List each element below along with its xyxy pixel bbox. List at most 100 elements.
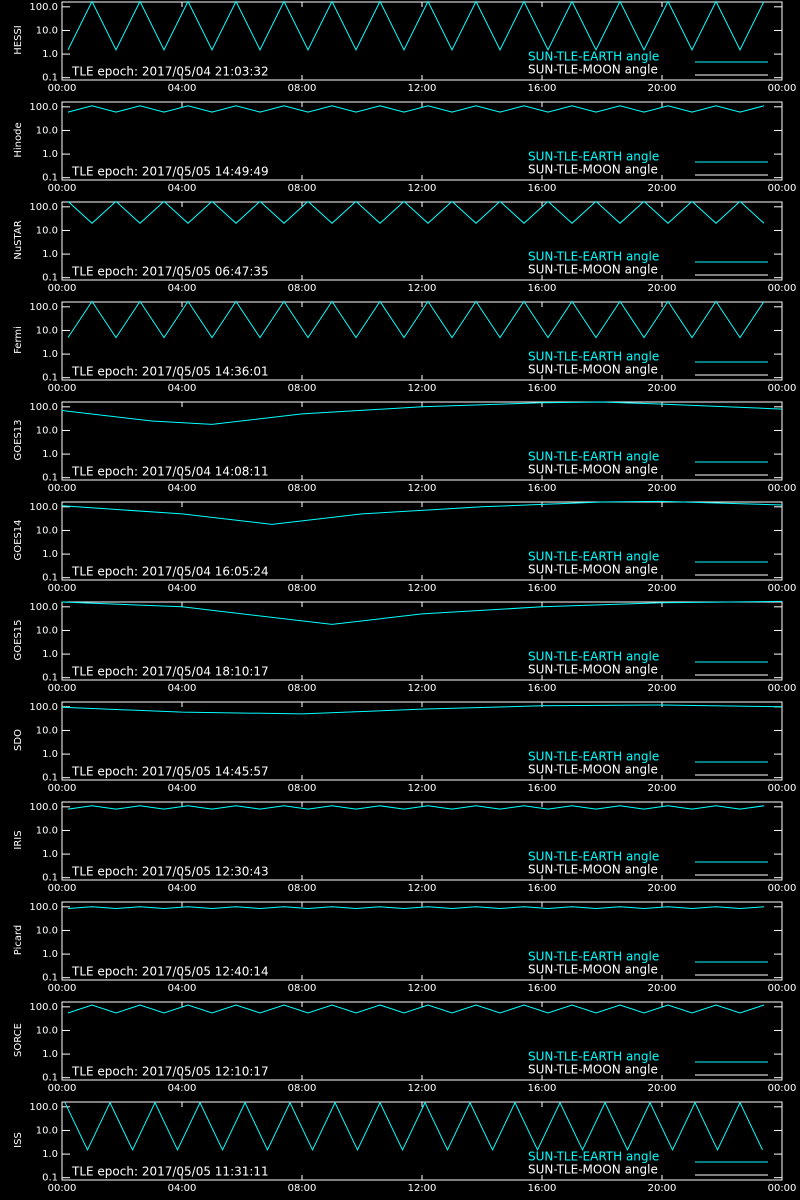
x-tick-label: 20:00 [648, 883, 677, 894]
y-tick-label: 1.0 [42, 649, 58, 660]
y-tick-label: 100.0 [29, 902, 58, 913]
data-line [67, 105, 765, 113]
x-tick-label: 00:00 [48, 83, 77, 94]
annotation: TLE epoch: 2017/05/05 12:40:14 [71, 965, 269, 979]
x-tick-label: 00:00 [48, 583, 77, 594]
x-tick-label: 04:00 [168, 183, 197, 194]
legend-label: SUN-TLE-MOON angle [528, 263, 658, 277]
data-line [67, 0, 765, 52]
x-tick-label: 00:00 [768, 1183, 797, 1194]
legend-label: SUN-TLE-MOON angle [528, 663, 658, 677]
x-tick-label: 00:00 [48, 1183, 77, 1194]
y-tick-label: 100.0 [29, 402, 58, 413]
x-tick-label: 20:00 [648, 1183, 677, 1194]
y-tick-label: 1.0 [42, 49, 58, 60]
x-tick-label: 12:00 [408, 483, 437, 494]
x-tick-label: 16:00 [528, 583, 557, 594]
annotation: TLE epoch: 2017/05/04 21:03:32 [71, 65, 269, 79]
y-axis-label: Hinode [13, 122, 24, 157]
x-tick-label: 12:00 [408, 1083, 437, 1094]
x-tick-label: 08:00 [288, 83, 317, 94]
x-tick-label: 20:00 [648, 783, 677, 794]
x-tick-label: 20:00 [648, 283, 677, 294]
legend-label: SUN-TLE-MOON angle [528, 763, 658, 777]
y-tick-label: 100.0 [29, 1102, 58, 1113]
x-tick-label: 12:00 [408, 83, 437, 94]
x-tick-label: 00:00 [48, 283, 77, 294]
x-tick-label: 00:00 [48, 683, 77, 694]
x-tick-label: 08:00 [288, 1083, 317, 1094]
x-tick-label: 00:00 [48, 383, 77, 394]
y-axis-label: ISS [13, 1132, 24, 1148]
legend-label: SUN-TLE-MOON angle [528, 63, 658, 77]
data-line [61, 704, 783, 715]
data-line [67, 200, 765, 224]
x-tick-label: 16:00 [528, 983, 557, 994]
y-axis-label: IRIS [13, 830, 24, 849]
x-tick-label: 04:00 [168, 83, 197, 94]
x-tick-label: 04:00 [168, 1183, 197, 1194]
x-tick-label: 12:00 [408, 683, 437, 694]
x-tick-label: 20:00 [648, 1083, 677, 1094]
y-tick-label: 1.0 [42, 249, 58, 260]
y-tick-label: 0.1 [42, 873, 58, 884]
x-tick-label: 08:00 [288, 883, 317, 894]
x-tick-label: 16:00 [528, 183, 557, 194]
legend-label: SUN-TLE-EARTH angle [528, 550, 659, 564]
x-tick-label: 00:00 [768, 83, 797, 94]
y-tick-label: 10.0 [36, 225, 58, 236]
x-tick-label: 08:00 [288, 283, 317, 294]
x-tick-label: 12:00 [408, 783, 437, 794]
annotation: TLE epoch: 2017/05/04 18:10:17 [71, 665, 269, 679]
y-tick-label: 0.1 [42, 1073, 58, 1084]
legend-label: SUN-TLE-MOON angle [528, 563, 658, 577]
x-tick-label: 00:00 [768, 583, 797, 594]
x-tick-label: 20:00 [648, 483, 677, 494]
x-tick-label: 00:00 [768, 983, 797, 994]
y-tick-label: 1.0 [42, 449, 58, 460]
legend-label: SUN-TLE-EARTH angle [528, 1150, 659, 1164]
x-tick-label: 16:00 [528, 783, 557, 794]
annotation: TLE epoch: 2017/05/05 11:31:11 [71, 1165, 269, 1179]
y-tick-label: 100.0 [29, 802, 58, 813]
x-tick-label: 08:00 [288, 383, 317, 394]
x-tick-label: 16:00 [528, 283, 557, 294]
x-tick-label: 00:00 [768, 783, 797, 794]
x-tick-label: 08:00 [288, 183, 317, 194]
y-tick-label: 0.1 [42, 273, 58, 284]
y-tick-label: 100.0 [29, 1002, 58, 1013]
y-tick-label: 0.1 [42, 473, 58, 484]
y-tick-label: 10.0 [36, 725, 58, 736]
x-tick-label: 08:00 [288, 583, 317, 594]
x-tick-label: 20:00 [648, 683, 677, 694]
x-tick-label: 04:00 [168, 383, 197, 394]
x-tick-label: 04:00 [168, 683, 197, 694]
y-tick-label: 100.0 [29, 202, 58, 213]
x-tick-label: 12:00 [408, 283, 437, 294]
x-tick-label: 20:00 [648, 383, 677, 394]
y-tick-label: 10.0 [36, 1125, 58, 1136]
y-tick-label: 10.0 [36, 425, 58, 436]
x-tick-label: 00:00 [768, 283, 797, 294]
annotation: TLE epoch: 2017/05/05 06:47:35 [71, 265, 269, 279]
x-tick-label: 00:00 [48, 883, 77, 894]
legend-label: SUN-TLE-EARTH angle [528, 950, 659, 964]
legend-label: SUN-TLE-MOON angle [528, 963, 658, 977]
x-tick-label: 00:00 [768, 383, 797, 394]
y-tick-label: 100.0 [29, 2, 58, 13]
x-tick-label: 00:00 [768, 1083, 797, 1094]
x-tick-label: 12:00 [408, 383, 437, 394]
x-tick-label: 04:00 [168, 783, 197, 794]
y-tick-label: 10.0 [36, 825, 58, 836]
y-tick-label: 10.0 [36, 925, 58, 936]
legend-label: SUN-TLE-EARTH angle [528, 750, 659, 764]
y-axis-label: GOES15 [13, 619, 24, 660]
y-axis-label: HESSI [13, 25, 24, 54]
x-tick-label: 16:00 [528, 83, 557, 94]
y-tick-label: 1.0 [42, 549, 58, 560]
x-tick-label: 12:00 [408, 883, 437, 894]
legend-label: SUN-TLE-EARTH angle [528, 150, 659, 164]
y-axis-label: Fermi [13, 326, 24, 354]
